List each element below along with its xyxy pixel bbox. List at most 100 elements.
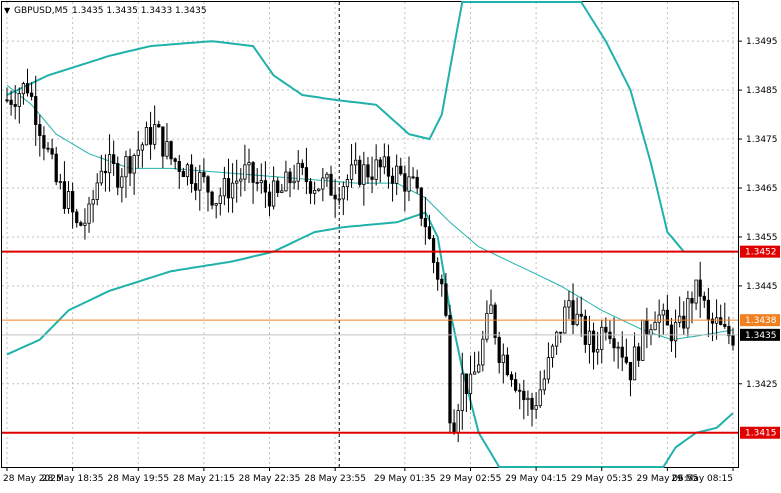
candle-body [493,304,497,338]
candle [296,150,300,190]
candle-body [124,156,128,178]
candle [673,309,678,358]
candle-body [419,187,423,219]
candle [579,296,583,337]
candle [292,164,296,190]
candle [226,158,231,213]
candle-body [263,180,268,193]
candle [526,390,530,416]
candle [251,160,255,204]
candle-body [600,326,604,350]
current-price-tag [740,328,780,341]
candle-body [690,297,694,304]
level-tag [740,426,780,439]
candle-body [534,405,538,410]
candle-body [526,397,530,401]
candle [29,82,34,101]
candle [604,317,608,341]
candle [308,178,313,205]
candle-body [571,300,575,325]
candle-body [38,124,42,136]
x-tick-label: 28 May 18:35 [42,474,104,484]
candle-body [550,345,555,359]
candle [719,304,723,326]
y-tick-label: 1.3465 [746,184,778,194]
candle [534,392,538,419]
y-tick-label: 1.3495 [746,37,778,47]
candle-body [103,170,108,174]
candle [54,146,58,186]
candle-body [362,164,366,185]
candle-body [464,373,469,394]
candle [341,181,345,216]
y-tick-label: 1.3475 [746,135,778,145]
candle-body [128,156,132,174]
candle [34,75,38,146]
candle [181,167,186,178]
candle [144,121,149,146]
candle [727,316,731,345]
candle [518,383,522,410]
candle-body [481,338,485,366]
candle-body [17,93,21,107]
candle [148,111,153,160]
candle-body [407,176,411,192]
candle [354,142,358,174]
candle [731,327,735,351]
candle [70,182,75,229]
candle [13,85,17,120]
candle-body [239,178,243,182]
candle-body [378,159,382,168]
candle [682,301,686,335]
candle-body [329,173,333,196]
candle [542,369,546,395]
candle [530,392,534,427]
candle [440,274,444,297]
candle-body [161,126,165,157]
candle-body [173,158,177,162]
candle-body [706,299,711,320]
candle-body [546,357,551,380]
candle-body [308,181,313,194]
chart-header: ▼ GBPUSD,M5 1.3435 1.3435 1.3433 1.3435 [4,6,207,16]
x-tick-label: 29 May 06:55 [637,474,699,484]
candle-body [165,141,169,157]
candle-body [616,346,620,349]
candle-body [300,162,304,168]
candle [329,165,333,196]
candle-body [29,92,34,97]
candle [468,355,473,411]
x-tick-label: 29 May 02:55 [440,474,502,484]
candle-body [583,315,587,345]
candle-body [710,318,715,324]
candle [116,156,120,196]
candle [596,331,600,365]
candle-body [472,371,477,375]
candle [198,164,202,211]
candle-body [727,326,731,337]
candle [374,144,378,186]
candle [620,331,624,372]
candle [559,331,563,343]
candle-body [661,309,665,316]
candle [395,154,399,195]
chart-frame [1,1,739,468]
candle-body [87,203,91,224]
candle [345,174,350,201]
candle-body [415,176,419,189]
candle-body [325,173,329,179]
candle-body [719,317,723,325]
candle [632,332,637,381]
candle [132,153,136,195]
current-price-label: 1.3435 [745,331,777,341]
candle-body [575,313,579,325]
candle-body [608,331,612,340]
level-tag-label: 1.3438 [745,316,777,326]
candle-body [317,188,321,191]
x-tick-label: 29 May 01:35 [374,474,436,484]
candle-body [456,410,460,434]
candle [161,126,165,169]
candle [185,162,190,186]
candle [317,188,321,192]
